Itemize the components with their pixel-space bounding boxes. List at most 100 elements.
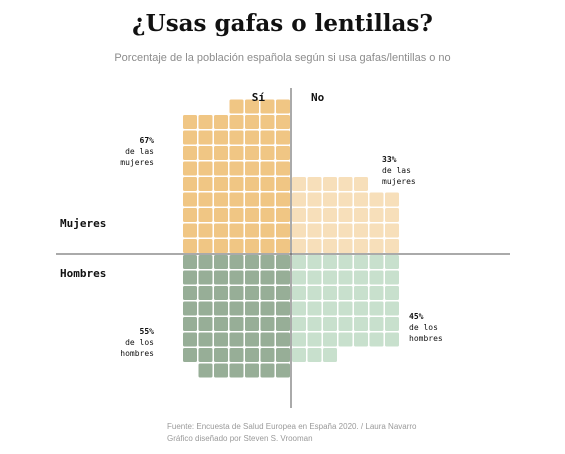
women-yes-cell-65 [245,99,259,114]
men-yes-cell-48 [183,348,197,362]
men-no-cell-40 [369,332,384,347]
men-no-cell-33 [369,317,384,331]
men-no-cell-15 [307,286,322,300]
women-yes-cell-8 [260,223,275,238]
women-yes-cell-25 [214,192,228,207]
men-yes-cell-11 [214,270,228,285]
men-yes-cell-8 [260,270,275,285]
women-no-cell-18 [354,208,368,222]
women-no-cell-0 [292,239,306,253]
chart-title: ¿Usas gafas o lentillas? [132,10,433,37]
men-no-cell-0 [292,255,306,269]
annotation-women-no-line1: de las [382,166,411,175]
women-no-cell-7 [292,223,306,238]
men-yes-cell-10 [229,270,244,285]
men-yes-cell-5 [198,255,213,269]
annotation-women-yes-line2: mujeres [120,158,154,167]
women-yes-cell-36 [260,161,275,176]
women-yes-cell-15 [260,208,275,222]
men-yes-cell-53 [214,363,228,378]
women-no-cell-26 [369,192,384,207]
men-yes-cell-21 [276,301,290,316]
men-yes-cell-25 [214,301,228,316]
women-no-cell-22 [307,192,322,207]
men-yes-cell-4 [214,255,228,269]
men-no-cell-12 [369,270,384,285]
men-yes-cell-24 [229,301,244,316]
women-yes-cell-16 [245,208,259,222]
men-no-cell-13 [385,270,399,285]
waffle-cells [183,99,399,378]
women-yes-cell-38 [229,161,244,176]
men-yes-cell-50 [260,363,275,378]
men-no-cell-32 [354,317,368,331]
men-no-cell-43 [307,348,322,362]
men-yes-cell-31 [229,317,244,331]
men-yes-cell-3 [229,255,244,269]
men-no-cell-34 [385,317,399,331]
men-yes-cell-0 [276,255,290,269]
women-no-cell-24 [338,192,353,207]
women-yes-cell-26 [198,192,213,207]
men-yes-cell-23 [245,301,259,316]
women-yes-cell-22 [260,192,275,207]
women-no-cell-1 [307,239,322,253]
women-yes-cell-0 [276,239,290,253]
women-yes-cell-34 [183,177,197,191]
women-yes-cell-24 [229,192,244,207]
women-yes-cell-17 [229,208,244,222]
men-no-cell-18 [354,286,368,300]
men-no-cell-8 [307,270,322,285]
women-yes-cell-54 [198,130,213,145]
men-no-cell-42 [292,348,306,362]
men-yes-cell-22 [260,301,275,316]
men-yes-cell-26 [198,301,213,316]
men-no-cell-11 [354,270,368,285]
men-no-cell-10 [338,270,353,285]
men-no-cell-36 [307,332,322,347]
men-no-cell-19 [369,286,384,300]
women-yes-cell-4 [214,239,228,253]
women-yes-cell-60 [214,115,228,129]
row-label-hombres: Hombres [60,267,106,280]
men-no-cell-26 [369,301,384,316]
annotation-men-no-line2: hombres [409,334,443,343]
men-no-cell-24 [338,301,353,316]
women-no-cell-31 [338,177,353,191]
men-no-cell-6 [385,255,399,269]
women-yes-cell-14 [276,208,290,222]
women-yes-cell-45 [229,146,244,160]
men-no-cell-22 [307,301,322,316]
men-yes-cell-35 [276,332,290,347]
men-yes-cell-45 [229,348,244,362]
women-yes-cell-56 [276,115,290,129]
men-yes-cell-18 [214,286,228,300]
men-no-cell-28 [292,317,306,331]
women-yes-cell-11 [214,223,228,238]
women-no-cell-13 [385,223,399,238]
women-yes-cell-41 [183,161,197,176]
women-no-cell-21 [292,192,306,207]
men-no-cell-5 [369,255,384,269]
women-no-cell-11 [354,223,368,238]
men-yes-cell-2 [245,255,259,269]
men-yes-cell-46 [214,348,228,362]
men-yes-cell-39 [214,332,228,347]
women-yes-cell-6 [183,239,197,253]
annotation-women-no-line2: mujeres [382,177,416,186]
source-line-2: Gráfico diseñado por Steven S. Vrooman [167,434,313,443]
men-yes-cell-30 [245,317,259,331]
women-no-cell-28 [292,177,306,191]
men-no-cell-9 [323,270,337,285]
women-yes-cell-1 [260,239,275,253]
men-no-cell-14 [292,286,306,300]
men-no-cell-3 [338,255,353,269]
women-no-cell-4 [354,239,368,253]
men-no-cell-31 [338,317,353,331]
men-yes-cell-6 [183,255,197,269]
men-yes-cell-1 [260,255,275,269]
men-yes-cell-32 [214,317,228,331]
men-no-cell-35 [292,332,306,347]
men-yes-cell-36 [260,332,275,347]
